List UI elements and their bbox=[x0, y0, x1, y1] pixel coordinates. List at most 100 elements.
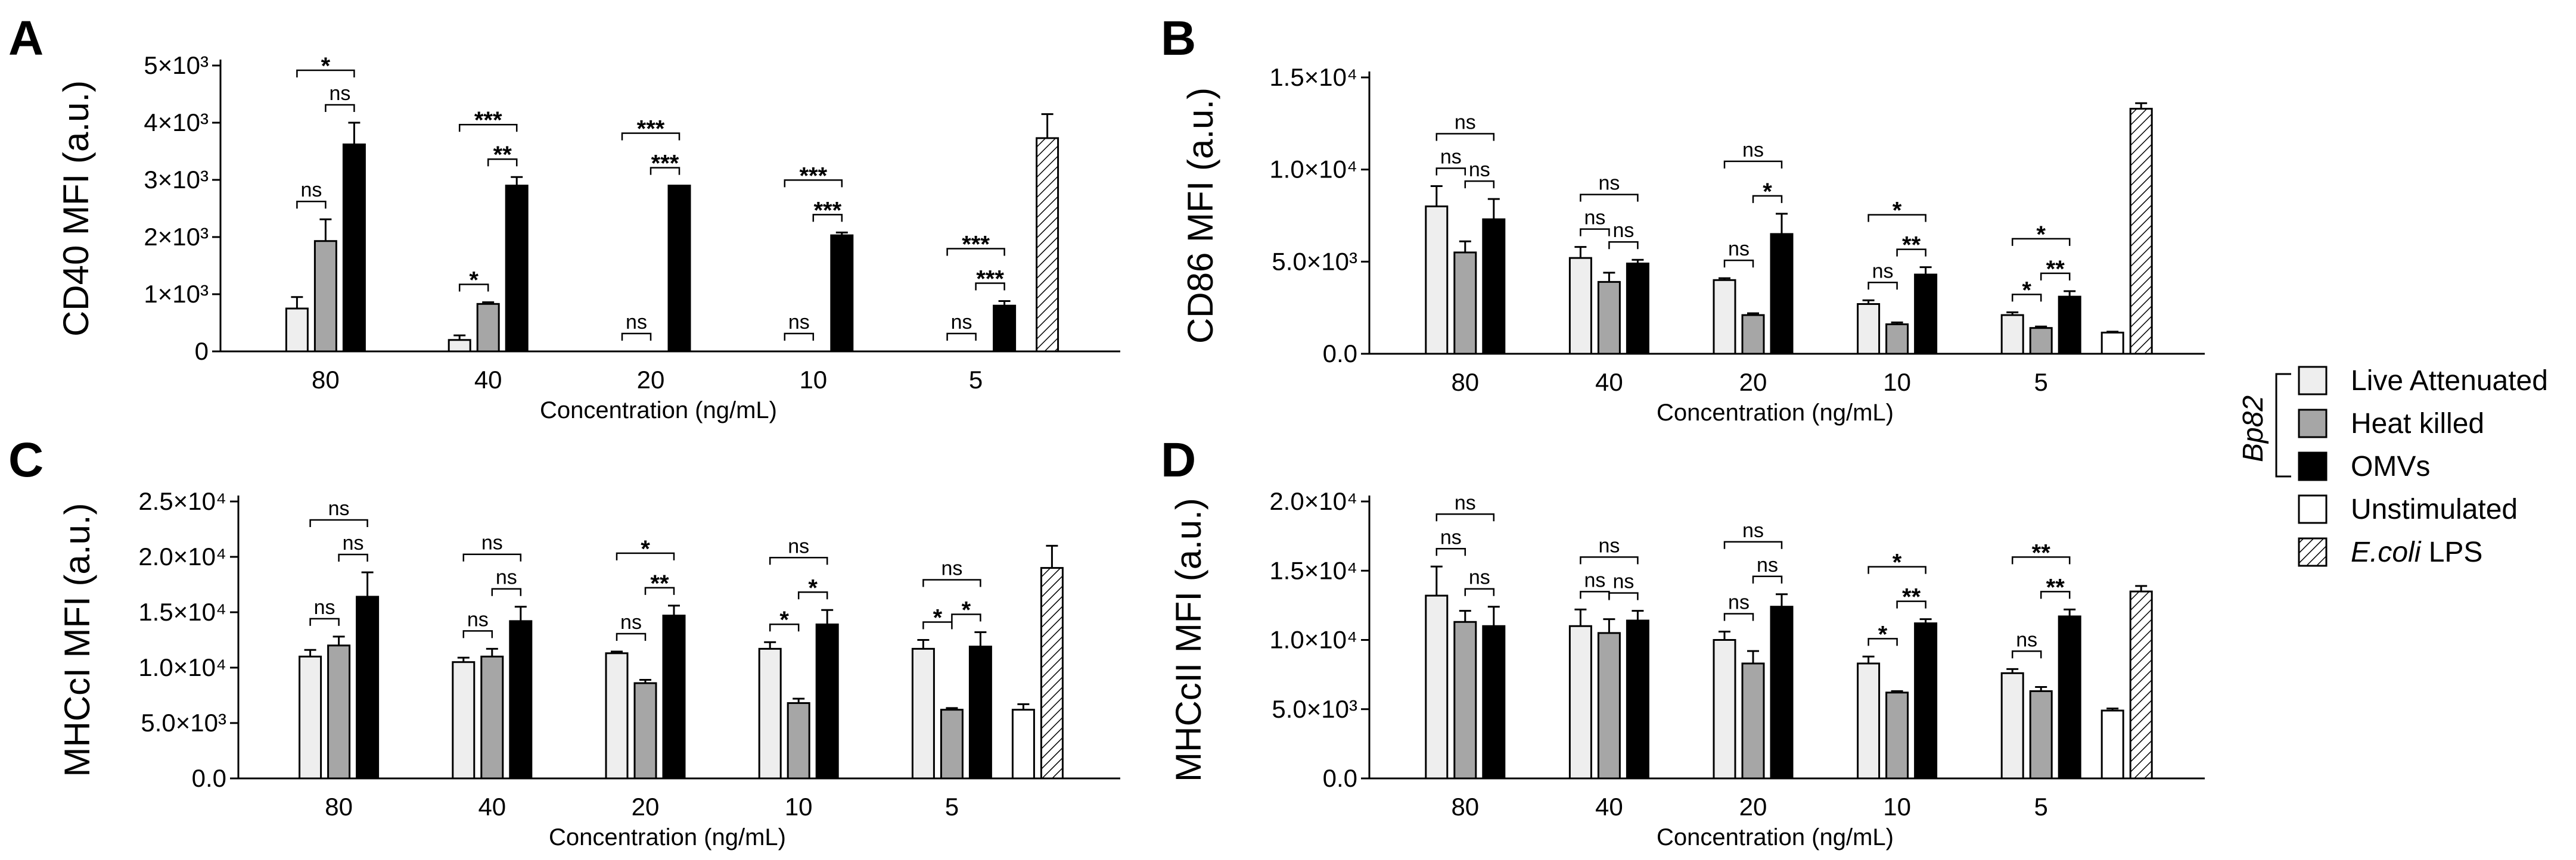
significance-label: *** bbox=[651, 151, 679, 177]
significance-bracket bbox=[325, 104, 355, 112]
y-tick-label: 2.0×10⁴ bbox=[1269, 487, 1357, 515]
significance-label: ns bbox=[951, 311, 972, 334]
significance-bracket bbox=[1896, 600, 1926, 609]
significance-bracket bbox=[338, 553, 368, 562]
significance-bracket bbox=[769, 557, 828, 565]
bar-omvs bbox=[2058, 295, 2081, 355]
bar-live-attenuated bbox=[758, 647, 782, 780]
bar-omvs bbox=[1626, 262, 1649, 355]
legend-label-live-attenuated: Live Attenuated bbox=[2351, 365, 2548, 397]
significance-bracket bbox=[797, 591, 828, 600]
significance-label: ns bbox=[1455, 111, 1476, 134]
bar-unstimulated bbox=[2100, 709, 2124, 780]
bar-omvs bbox=[1626, 619, 1649, 780]
bar-heat-killed bbox=[480, 655, 504, 780]
significance-label: * bbox=[1893, 198, 1902, 224]
bar-heat-killed bbox=[1453, 251, 1477, 355]
bar-heat-killed bbox=[940, 709, 964, 780]
significance-bracket bbox=[1580, 556, 1639, 565]
significance-bracket bbox=[616, 552, 675, 560]
significance-bracket bbox=[1435, 167, 1466, 176]
x-tick-label: 5 bbox=[945, 793, 959, 821]
significance-label: ** bbox=[1902, 232, 1921, 258]
significance-label: *** bbox=[637, 116, 665, 142]
y-tick-label: 5.0×10³ bbox=[1272, 695, 1357, 723]
significance-label: ns bbox=[1612, 571, 1634, 593]
x-tick-label: 80 bbox=[1451, 368, 1479, 396]
bar-live-attenuated bbox=[299, 655, 322, 780]
significance-bracket bbox=[1896, 248, 1926, 257]
x-tick-label: 40 bbox=[1595, 368, 1623, 396]
panel-letter-b: B bbox=[1161, 11, 1196, 66]
legend-label-heat-killed: Heat killed bbox=[2351, 408, 2484, 440]
significance-bracket bbox=[621, 132, 680, 141]
x-tick-label: 10 bbox=[1883, 368, 1911, 396]
bar-heat-killed bbox=[2029, 690, 2053, 780]
significance-bracket bbox=[946, 332, 977, 341]
y-tick-label: 2.5×10⁴ bbox=[138, 487, 226, 515]
significance-bracket bbox=[1867, 638, 1898, 646]
y-tick-label: 1.5×10⁴ bbox=[138, 598, 226, 626]
chart-panel-d: 0.0 5.0×10³ 1.0×10⁴ 1.5×10⁴ 2.0×10⁴ MHCcII MF… bbox=[1169, 487, 2205, 850]
x-tick-label: 40 bbox=[474, 366, 502, 394]
bar-omvs bbox=[1914, 273, 1938, 355]
legend-label-omvs: OMVs bbox=[2351, 451, 2430, 482]
significance-bracket bbox=[1723, 613, 1754, 621]
bar-live-attenuated bbox=[1425, 205, 1449, 355]
legend-swatch-unstimulated bbox=[2298, 494, 2328, 524]
significance-bracket bbox=[1580, 591, 1610, 599]
y-tick-label: 0.0 bbox=[1323, 339, 1357, 367]
bar-omvs bbox=[662, 615, 686, 780]
bar-e-coli-lps bbox=[1040, 567, 1064, 780]
bar-omvs bbox=[1914, 622, 1938, 780]
bar-heat-killed bbox=[1453, 621, 1477, 780]
bar-heat-killed bbox=[2029, 327, 2053, 355]
significance-label: * bbox=[779, 607, 789, 633]
bar-heat-killed bbox=[327, 644, 351, 780]
significance-bracket bbox=[309, 618, 340, 626]
bar-omvs bbox=[1482, 625, 1506, 780]
x-axis-title: Concentration (ng/mL) bbox=[1657, 824, 1894, 850]
bar-omvs bbox=[993, 304, 1017, 353]
significance-label: * bbox=[808, 575, 818, 601]
x-tick-label: 20 bbox=[1739, 793, 1767, 821]
bar-live-attenuated bbox=[452, 661, 476, 780]
bar-live-attenuated bbox=[1713, 639, 1736, 780]
y-tick-label: 5×10³ bbox=[144, 51, 209, 79]
bar-heat-killed bbox=[633, 682, 657, 780]
x-tick-label: 10 bbox=[1883, 793, 1911, 821]
significance-label: ns bbox=[1598, 534, 1620, 557]
y-axis-title: CD86 MFI (a.u.) bbox=[1180, 88, 1220, 344]
bar-omvs bbox=[505, 185, 529, 353]
y-tick-label: 3×10³ bbox=[144, 166, 209, 194]
legend-label-ecoli-italic: E.coli bbox=[2351, 537, 2422, 568]
significance-bracket bbox=[1867, 282, 1898, 290]
x-axis-title: Concentration (ng/mL) bbox=[1657, 400, 1894, 426]
bar-omvs bbox=[968, 646, 992, 780]
significance-bracket bbox=[616, 632, 647, 641]
bar-e-coli-lps bbox=[1036, 137, 1059, 353]
legend-swatch-omvs bbox=[2298, 451, 2328, 481]
significance-label: ns bbox=[300, 179, 322, 201]
y-tick-label: 5.0×10³ bbox=[141, 709, 226, 737]
significance-bracket bbox=[644, 587, 675, 595]
bar-omvs bbox=[1770, 606, 1794, 780]
significance-label: ns bbox=[788, 311, 810, 334]
significance-bracket bbox=[462, 553, 522, 562]
significance-label: ns bbox=[1728, 238, 1750, 260]
significance-label: ns bbox=[1584, 569, 1605, 591]
bar-heat-killed bbox=[313, 240, 337, 353]
x-tick-label: 20 bbox=[1739, 368, 1767, 396]
bar-heat-killed bbox=[476, 303, 500, 353]
significance-bracket bbox=[2040, 272, 2071, 281]
significance-label: ns bbox=[329, 82, 350, 105]
significance-bracket bbox=[2011, 294, 2042, 302]
legend: Live Attenuated Heat killed OMVs Unstimu… bbox=[2238, 365, 2548, 568]
significance-bracket bbox=[922, 579, 981, 587]
chart-panel-a: 0 1×10³ 2×10³ 3×10³ 4×10³ 5×10³ CD40 MFI (a.u.… bbox=[56, 51, 1120, 423]
bar-live-attenuated bbox=[1568, 625, 1592, 780]
significance-label: * bbox=[1878, 621, 1888, 647]
y-tick-label: 1.0×10⁴ bbox=[1269, 155, 1357, 183]
significance-bracket bbox=[621, 332, 652, 341]
legend-swatch-live-attenuated bbox=[2298, 366, 2328, 395]
